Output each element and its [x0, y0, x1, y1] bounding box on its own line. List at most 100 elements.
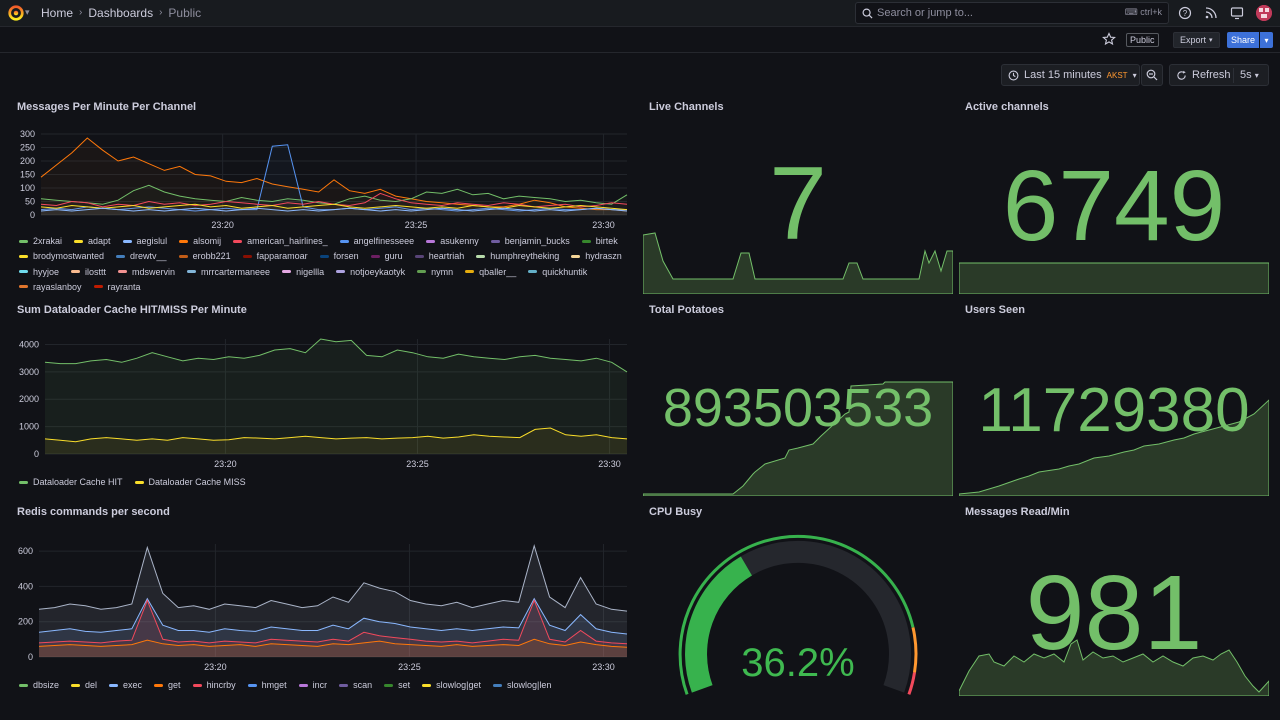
- legend-item[interactable]: fapparamoar: [242, 251, 308, 261]
- y-tick-label: 0: [30, 210, 35, 220]
- legend-label: rayranta: [107, 281, 141, 292]
- kiosk-mode-icon[interactable]: [1230, 6, 1244, 20]
- dataloader-legend: Dataloader Cache HIT Dataloader Cache MIS…: [19, 475, 627, 489]
- divider: [1233, 68, 1234, 83]
- refresh-interval-dropdown[interactable]: 5s ▾: [1240, 69, 1259, 81]
- panel-title: Redis commands per second: [17, 506, 170, 518]
- share-button[interactable]: Share: [1227, 32, 1259, 48]
- breadcrumb-home[interactable]: Home: [41, 6, 74, 20]
- legend-label: benjamin_bucks: [504, 236, 570, 247]
- zoom-out-button[interactable]: [1141, 64, 1163, 86]
- dataloader-chart: 4000 3000 2000 1000 0 23:20 23:25 23:30: [19, 338, 628, 469]
- legend-item[interactable]: rayaslanboy: [19, 282, 82, 292]
- legend-swatch: [74, 239, 84, 243]
- user-avatar[interactable]: [1256, 5, 1272, 21]
- gauge-threshold-red: [907, 672, 916, 695]
- x-tick-label: 23:25: [398, 662, 421, 672]
- chevron-down-icon: ▾: [1264, 35, 1269, 45]
- legend-item[interactable]: slowlog|get: [422, 678, 481, 692]
- x-tick-label: 23:25: [405, 220, 428, 230]
- legend-item[interactable]: scan: [339, 678, 372, 692]
- legend-item[interactable]: ilosttt: [71, 267, 106, 277]
- legend-item[interactable]: mrrcartermaneee: [187, 267, 270, 277]
- redis-legend: dbsize del exec get hincrby hmget incr scan set s…: [19, 678, 627, 692]
- legend-item[interactable]: benjamin_bucks: [490, 236, 570, 247]
- refresh-interval-label: 5s: [1240, 69, 1252, 81]
- legend-swatch: [187, 270, 197, 274]
- legend-item[interactable]: get: [154, 678, 181, 692]
- legend-label: del: [85, 680, 98, 690]
- share-dropdown-button[interactable]: ▾: [1260, 32, 1273, 48]
- legend-item[interactable]: aegislul: [122, 236, 167, 246]
- legend-swatch: [247, 683, 257, 687]
- news-rss-icon[interactable]: [1204, 6, 1218, 20]
- legend-label: forsen: [333, 251, 359, 262]
- legend-label: heartriah: [428, 251, 465, 262]
- legend-item[interactable]: notjoeykaotyk: [336, 267, 405, 277]
- legend-item[interactable]: hmget: [247, 678, 287, 692]
- legend-item[interactable]: slowlog|len: [493, 678, 551, 692]
- legend-item[interactable]: birtek: [581, 236, 618, 247]
- legend-item[interactable]: Dataloader Cache MISS: [134, 475, 246, 489]
- legend-item[interactable]: qballer__: [465, 267, 516, 277]
- export-button[interactable]: Export ▾: [1173, 32, 1220, 48]
- legend-item[interactable]: guru: [370, 251, 403, 261]
- legend-label: birtek: [595, 236, 618, 247]
- legend-item[interactable]: exec: [109, 678, 142, 692]
- legend-item[interactable]: set: [384, 678, 410, 692]
- gauge-value-arc: [685, 556, 753, 693]
- legend-item[interactable]: hydraszn: [571, 251, 622, 261]
- legend-item[interactable]: hincrby: [192, 678, 236, 692]
- x-tick-label: 23:20: [211, 220, 234, 230]
- x-tick-label: 23:30: [592, 662, 615, 672]
- grafana-logo-icon[interactable]: [7, 4, 25, 22]
- legend-swatch: [233, 239, 243, 243]
- search-input[interactable]: Search or jump to... ⌨ ctrl+k: [855, 2, 1169, 24]
- y-tick-label: 600: [18, 546, 33, 556]
- legend-item[interactable]: heartriah: [414, 251, 465, 262]
- legend-swatch: [154, 683, 164, 687]
- legend-item[interactable]: drewtv__: [116, 251, 167, 261]
- breadcrumb: Home › Dashboards › Public: [41, 6, 201, 20]
- series-area: [39, 600, 627, 657]
- refresh-icon: [1177, 70, 1186, 80]
- legend-label: drewtv__: [130, 251, 167, 262]
- legend-item[interactable]: asukenny: [426, 236, 479, 246]
- legend-item[interactable]: adapt: [74, 236, 111, 246]
- legend-swatch: [490, 239, 500, 243]
- series-line: [40, 203, 628, 211]
- legend-item[interactable]: forsen: [319, 251, 359, 262]
- chevron-down-icon[interactable]: ▾: [25, 7, 30, 17]
- refresh-button[interactable]: Refresh 5s ▾: [1169, 64, 1269, 86]
- breadcrumb-dashboards[interactable]: Dashboards: [88, 6, 154, 20]
- legend-item[interactable]: brodymostwanted: [19, 251, 104, 261]
- legend-label: ilosttt: [85, 266, 107, 277]
- legend-item[interactable]: nigellla: [282, 267, 324, 277]
- legend-item[interactable]: american_hairlines_: [233, 236, 328, 246]
- legend-item[interactable]: erobb221: [178, 251, 231, 261]
- legend-item[interactable]: incr: [298, 678, 327, 692]
- legend-item[interactable]: rayranta: [93, 281, 141, 292]
- x-tick-label: 23:30: [598, 459, 621, 469]
- legend-item[interactable]: alsomij: [179, 236, 221, 246]
- legend-item[interactable]: humphreytheking: [476, 251, 559, 261]
- legend-item[interactable]: nymn: [417, 267, 453, 277]
- legend-item[interactable]: dbsize: [19, 678, 59, 692]
- search-icon: [862, 8, 873, 19]
- panel-total-potatoes: Total Potatoes 893503533: [643, 304, 953, 496]
- star-icon[interactable]: [1102, 32, 1116, 46]
- help-icon[interactable]: ?: [1178, 6, 1192, 20]
- legend-item[interactable]: del: [71, 678, 97, 692]
- legend-item[interactable]: hyyjoe: [19, 267, 59, 277]
- panel-messages-per-minute: Messages Per Minute Per Channel 300 250 20…: [17, 101, 629, 293]
- time-range-picker[interactable]: Last 15 minutes AKST ▾: [1001, 64, 1140, 86]
- cpu-gauge: [678, 534, 918, 695]
- legend-item[interactable]: Dataloader Cache HIT: [19, 475, 123, 489]
- legend-item[interactable]: mdswervin: [118, 267, 175, 277]
- x-tick-label: 23:20: [214, 459, 237, 469]
- public-badge: Public: [1126, 33, 1159, 47]
- legend-item[interactable]: angelfinesseee: [339, 236, 414, 246]
- gauge-threshold-orange: [911, 627, 918, 673]
- legend-item[interactable]: quickhuntik: [528, 267, 587, 277]
- legend-item[interactable]: 2xrakai: [19, 236, 62, 246]
